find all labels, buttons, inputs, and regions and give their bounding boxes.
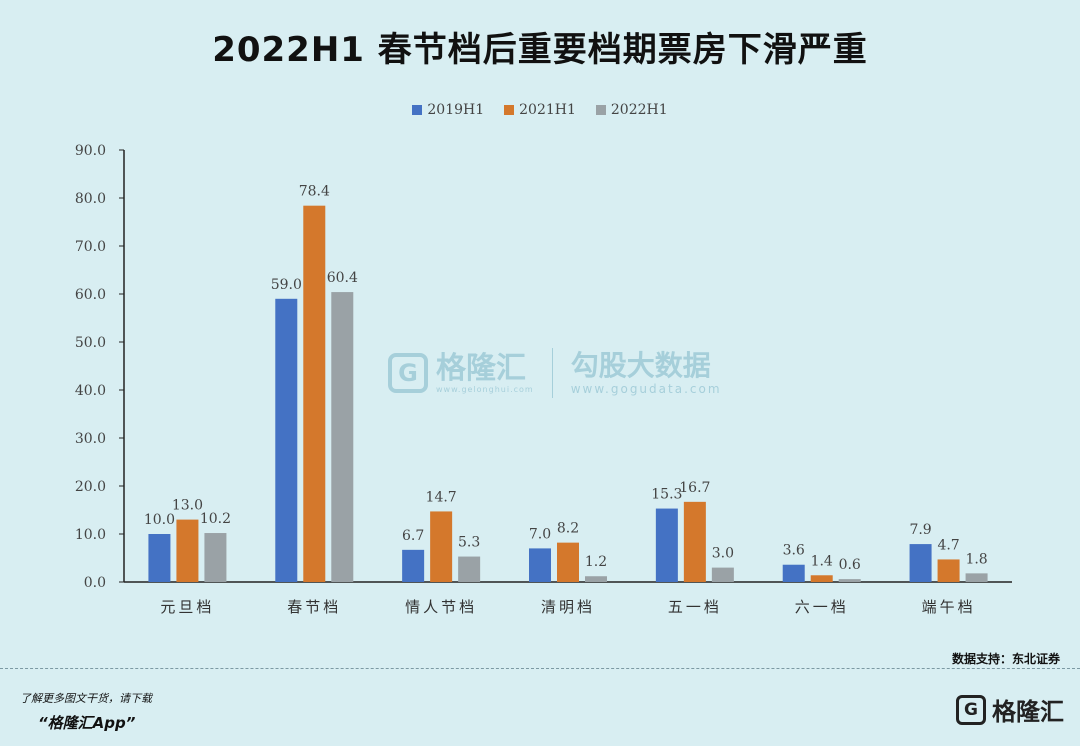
- bar-2021h1: [683, 501, 706, 582]
- y-tick-label: 90.0: [75, 143, 106, 159]
- bar-2019h1: [148, 534, 171, 582]
- legend-swatch: [504, 105, 515, 115]
- watermark-divider: [551, 348, 553, 398]
- bar-2021h1: [810, 575, 833, 582]
- data-label: 5.3: [458, 535, 480, 551]
- x-tick-label: 六一档: [795, 598, 849, 616]
- watermark-name-2: 勾股大数据: [570, 349, 711, 382]
- data-label: 10.0: [144, 512, 175, 528]
- data-label: 0.6: [839, 557, 861, 573]
- footer-logo: G 格隆汇: [956, 692, 1064, 727]
- footer-divider: [0, 668, 1080, 669]
- y-tick-label: 40.0: [75, 383, 106, 399]
- data-label: 6.7: [402, 528, 424, 544]
- data-label: 1.4: [811, 553, 833, 569]
- bar-2022h1: [585, 576, 607, 582]
- data-label: 7.9: [909, 522, 931, 538]
- data-label: 13.0: [172, 498, 203, 514]
- legend-swatch: [412, 105, 423, 115]
- bar-2019h1: [529, 548, 551, 582]
- watermark-brand: 格隆汇 www.gelonghui.com: [436, 350, 534, 394]
- data-label: 60.4: [327, 270, 358, 286]
- x-tick-label: 元旦档: [160, 598, 214, 616]
- data-label: 10.2: [200, 511, 231, 527]
- legend-label: 2019H1: [427, 102, 485, 118]
- chart-legend: 2019H1 2021H1 2022H1: [0, 102, 1080, 118]
- bar-2019h1: [909, 544, 932, 582]
- y-tick-label: 10.0: [75, 527, 106, 543]
- footer-app-name: “格隆汇App”: [38, 714, 136, 732]
- data-label: 4.7: [937, 537, 959, 553]
- y-tick-label: 30.0: [75, 431, 106, 447]
- legend-item-2019h1: 2019H1: [412, 102, 484, 118]
- data-label: 78.4: [299, 184, 330, 200]
- bar-2019h1: [655, 508, 678, 582]
- bar-chart: 0.0 10.0 20.0 30.0 40.0 50.0 60.0 70.0 80.0 90.0 1…: [75, 143, 1012, 616]
- data-source: 数据支持：东北证券: [951, 652, 1060, 666]
- watermark: G 格隆汇 www.gelonghui.com 勾股大数据 www.goguda…: [388, 348, 722, 398]
- x-tick-label: 端午档: [922, 598, 976, 616]
- y-tick-label: 20.0: [75, 479, 106, 495]
- legend-item-2021h1: 2021H1: [504, 102, 576, 118]
- legend-item-2022h1: 2022H1: [595, 102, 668, 118]
- data-label: 1.2: [585, 554, 607, 570]
- data-label: 14.7: [426, 489, 457, 505]
- bar-2022h1: [711, 567, 734, 582]
- data-label: 7.0: [529, 526, 551, 542]
- data-label: 3.6: [783, 543, 805, 559]
- data-label: 1.8: [965, 551, 987, 567]
- footer-logo-icon: G: [956, 694, 986, 725]
- data-label: 15.3: [651, 487, 682, 503]
- bar-2021h1: [937, 559, 960, 582]
- bar-2021h1: [557, 542, 579, 582]
- bar-2022h1: [458, 556, 481, 582]
- x-tick-label: 五一档: [668, 598, 722, 616]
- watermark-site: www.gelonghui.com: [436, 384, 534, 394]
- y-tick-label: 60.0: [75, 287, 106, 303]
- data-label: 8.2: [557, 521, 579, 537]
- bar-2022h1: [965, 573, 988, 582]
- data-label: 3.0: [712, 546, 734, 562]
- watermark-logo-icon: G: [388, 353, 428, 393]
- data-label: 16.7: [679, 480, 710, 496]
- watermark-brand-2: 勾股大数据 www.gogudata.com: [570, 349, 722, 397]
- bar-2021h1: [176, 519, 199, 582]
- chart-title: 2022H1 春节档后重要档期票房下滑严重: [212, 30, 868, 70]
- footer-logo-name: 格隆汇: [992, 698, 1064, 726]
- legend-label: 2022H1: [610, 102, 668, 118]
- bar-2021h1: [303, 205, 326, 582]
- watermark-name: 格隆汇: [436, 350, 526, 386]
- bar-2022h1: [331, 292, 354, 582]
- bar-2019h1: [402, 549, 425, 582]
- bar-2022h1: [838, 579, 861, 582]
- y-tick-label: 50.0: [75, 335, 106, 351]
- y-tick-label: 80.0: [75, 191, 106, 207]
- footer-note: 了解更多图文干货，请下载: [20, 692, 152, 705]
- y-tick-label: 0.0: [84, 575, 106, 591]
- bar-2019h1: [275, 298, 298, 582]
- bar-2019h1: [782, 564, 805, 582]
- legend-label: 2021H1: [519, 102, 576, 118]
- legend-swatch: [595, 105, 606, 115]
- bar-2021h1: [430, 511, 453, 582]
- x-tick-label: 情人节档: [405, 598, 477, 616]
- y-tick-label: 70.0: [75, 239, 106, 255]
- watermark-site-2: www.gogudata.com: [570, 382, 722, 396]
- x-tick-label: 春节档: [287, 598, 341, 616]
- data-label: 59.0: [271, 277, 302, 293]
- bar-2022h1: [204, 533, 227, 582]
- x-tick-label: 清明档: [541, 598, 595, 616]
